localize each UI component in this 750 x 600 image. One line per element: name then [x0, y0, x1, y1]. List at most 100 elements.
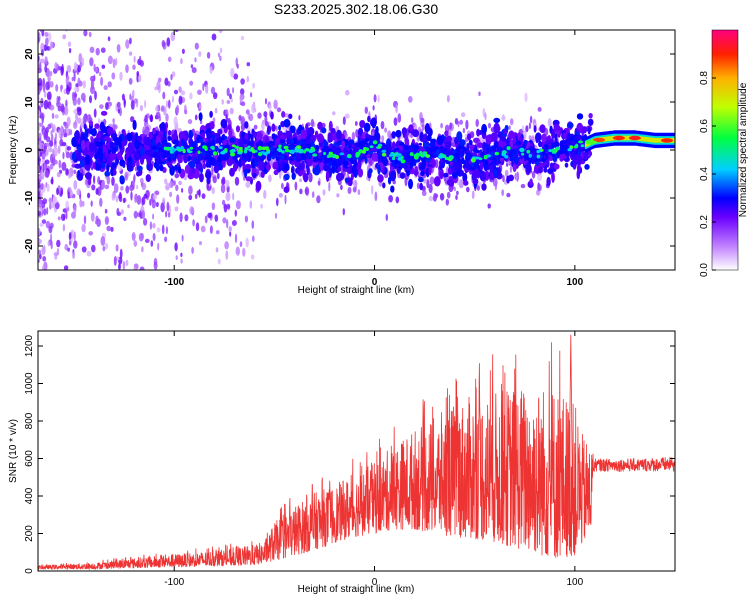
figure-title: S233.2025.302.18.06.G30 [273, 1, 439, 17]
spectrogram-cell [494, 140, 499, 149]
spectrogram-cell [251, 103, 256, 114]
spectrogram-cell [87, 192, 91, 199]
spectrogram-peak [177, 148, 183, 152]
spectrogram-cell [263, 111, 268, 118]
spectrogram-cell [255, 180, 262, 192]
spectrogram-cell [88, 31, 92, 38]
spectrogram-cell [342, 208, 345, 216]
spectrogram-cell [328, 181, 331, 192]
spectrogram-cell [229, 93, 232, 100]
spectrogram-cell [165, 182, 170, 191]
spectrogram-cell [252, 131, 257, 138]
spectrogram-cell [196, 190, 201, 196]
spectrogram-cell [73, 240, 78, 249]
spectrogram-cell [331, 160, 337, 166]
spectrogram-cell [42, 153, 46, 158]
spectrogram-cell [146, 18, 148, 22]
spectrogram-peak [310, 146, 315, 151]
spectrogram-cell [288, 113, 293, 120]
snr-x-axis: -100 0 100 [164, 331, 584, 588]
spectrogram-cell [44, 64, 48, 73]
spectrogram-cell [283, 173, 290, 181]
spectrogram-cell [147, 11, 151, 17]
spectrogram-cell [547, 168, 554, 174]
spectrogram-cell [355, 129, 359, 138]
spectrogram-cell [42, 77, 45, 88]
spectrogram-peak [312, 153, 318, 157]
spectrogram-cell [105, 148, 109, 158]
spectrogram-cell [371, 118, 377, 129]
spectrogram-cell [473, 137, 480, 144]
spectrogram-cell [67, 247, 70, 252]
spectrogram-cell [322, 189, 326, 196]
spectrogram-cell [79, 199, 83, 208]
spectrogram-cell [58, 96, 61, 102]
spectrogram-cell [478, 129, 483, 136]
spectrogram-cell [528, 135, 532, 140]
spectrogram-cell [74, 163, 82, 169]
spectrogram-cell [164, 236, 168, 243]
spectrogram-cell [541, 133, 547, 143]
spectrogram-cell [433, 176, 441, 187]
spectrogram-cell [152, 213, 155, 220]
spectrogram-cell [173, 129, 178, 140]
spectrogram-cell [82, 115, 87, 125]
spectrogram-cell [456, 190, 459, 196]
spectrogram-y-label: Frequency (Hz) [8, 116, 19, 185]
spectrogram-cell [200, 132, 206, 139]
spectrogram-cell [255, 131, 263, 143]
spectrogram-cell [52, 148, 55, 158]
spectrogram-cell [252, 235, 255, 242]
spectrogram-cell [529, 115, 533, 124]
spectrogram-cell [343, 148, 348, 153]
spectrogram-cell [244, 215, 248, 223]
spectrogram-peak [197, 150, 201, 155]
spectrogram-cell [62, 34, 67, 40]
spectrogram-cell [493, 117, 501, 123]
spectrogram-cell [82, 97, 86, 103]
spectrogram-cell [177, 165, 182, 174]
colorbar-label: Normalized spectral amplitude [738, 82, 749, 217]
spectrogram-cell [81, 200, 85, 207]
spectrogram-cell [391, 131, 396, 139]
spectrogram-cell [174, 30, 179, 33]
spectrogram-cell [188, 129, 194, 140]
spectrogram-cell [377, 150, 383, 156]
spectrogram-peak [230, 152, 236, 157]
spectrogram-cell [41, 49, 44, 57]
spectrogram-cell [133, 174, 136, 181]
spectrogram-cell [107, 36, 111, 42]
spectrogram-cell [63, 265, 69, 270]
spectrogram-cell [165, 210, 168, 218]
spectrogram-cell [296, 153, 301, 161]
spectrogram-cell [274, 149, 279, 157]
spectrogram-cell [189, 80, 194, 86]
spectrogram-cell [298, 115, 301, 121]
spectrogram-cell [301, 160, 305, 171]
spectrogram-cell [231, 220, 237, 226]
spectrogram-peak [470, 158, 476, 163]
spectrogram-cell [151, 145, 158, 150]
spectrogram-cell [53, 9, 58, 14]
spectrogram-cell [352, 179, 358, 188]
spectrogram-cell [199, 138, 204, 143]
spectrogram-cell [288, 144, 295, 151]
spectrogram-cell [41, 219, 47, 224]
spectrogram-cell [165, 298, 167, 304]
spectrogram-cell [93, 108, 97, 118]
spectrogram-cell [342, 160, 349, 166]
spectrogram-cell [38, 18, 41, 22]
spectrogram-cell [107, 55, 113, 65]
spectrogram-cell [468, 139, 473, 146]
spectrogram-cell [566, 134, 572, 138]
snr-y-axis: 0 200 400 600 800 1000 1200 [24, 334, 675, 574]
spectrogram-peak [266, 150, 271, 154]
spectrogram-cell [174, 173, 180, 179]
spectrogram-cell [72, 251, 75, 259]
spectrogram-cell [467, 153, 473, 160]
spectrogram-cell [299, 178, 302, 183]
spectrogram-cell [41, 246, 46, 256]
spectrogram-cell [373, 94, 377, 103]
spectrogram-cell [79, 61, 83, 68]
spectrogram-cell [101, 180, 106, 190]
